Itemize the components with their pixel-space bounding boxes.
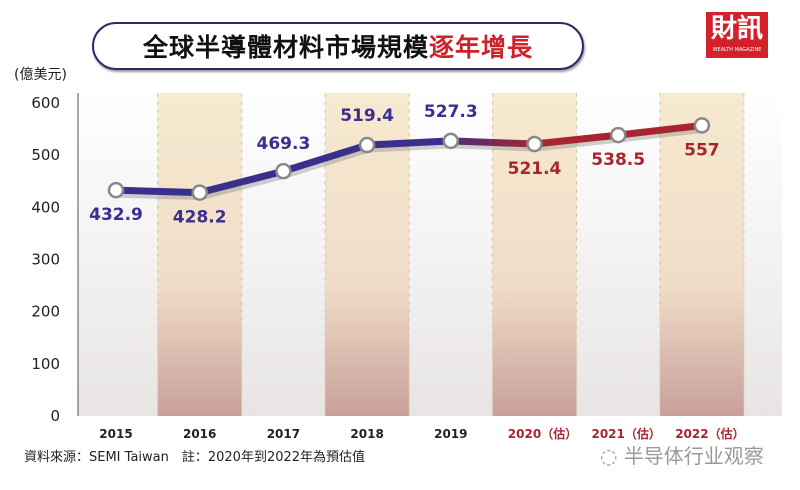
data-label: 521.4: [508, 159, 562, 179]
data-point: [191, 184, 208, 201]
x-tick-label: 2022（估）: [675, 426, 744, 441]
column-band: [157, 93, 242, 416]
x-tick-label: 2015: [99, 427, 132, 441]
data-point: [526, 135, 543, 153]
y-tick-label: 100: [31, 355, 60, 373]
x-tick-label: 2017: [267, 427, 300, 441]
x-tick-label: 2020（估）: [508, 426, 577, 441]
data-point: [275, 162, 292, 180]
data-label: 519.4: [340, 106, 394, 126]
data-label: 527.3: [424, 102, 478, 122]
data-label: 557: [684, 140, 720, 160]
chart-title: 全球半導體材料市場規模 逐年增長: [92, 22, 584, 70]
watermark: ◌ 半导体行业观察: [600, 444, 764, 468]
data-point: [693, 117, 711, 134]
x-tick-label: 2018: [350, 427, 383, 441]
data-label: 432.9: [89, 205, 143, 225]
data-label: 538.5: [591, 150, 645, 170]
source-note: 資料來源：SEMI Taiwan 註：2020年到2022年為預估值: [24, 450, 366, 465]
y-tick-label: 300: [31, 251, 60, 269]
title-main: 全球半導體材料市場規模: [142, 33, 429, 62]
x-tick-label: 2021（估）: [591, 426, 660, 441]
wechat-icon: ◌: [600, 444, 624, 468]
y-tick-label: 200: [31, 303, 60, 321]
y-tick-label: 0: [50, 407, 60, 425]
column-band: [659, 93, 744, 416]
logo-main: 財訊: [710, 14, 763, 44]
y-axis-label: (億美元): [14, 67, 67, 83]
data-point: [358, 136, 376, 154]
y-tick-label: 600: [31, 94, 60, 112]
data-label: 428.2: [173, 208, 227, 228]
data-label: 469.3: [257, 134, 311, 154]
x-tick-label: 2019: [434, 427, 467, 441]
x-tick-label: 2016: [183, 427, 216, 441]
logo-sub: WEALTH MAGAZINE: [712, 47, 762, 53]
logo: 財訊 WEALTH MAGAZINE: [706, 12, 768, 58]
data-point: [442, 132, 460, 150]
title-highlight: 逐年增長: [429, 33, 534, 62]
data-point: [609, 126, 627, 144]
y-tick-label: 400: [31, 198, 60, 216]
y-tick-label: 500: [31, 146, 60, 164]
series-line: [115, 121, 703, 197]
data-point: [107, 181, 125, 199]
